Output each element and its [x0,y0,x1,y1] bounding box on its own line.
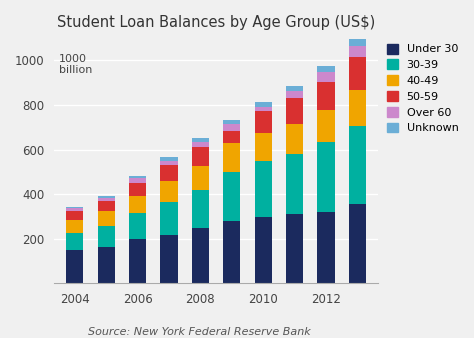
Bar [66,233,83,250]
Bar [286,214,303,283]
Bar [129,213,146,239]
Bar [318,66,335,72]
Bar [98,211,115,226]
Bar [192,166,209,190]
Bar [192,139,209,142]
Bar [223,124,240,131]
Bar [349,125,366,203]
Bar [98,247,115,283]
Bar [160,235,178,283]
Bar [318,110,335,142]
Bar [98,196,115,198]
Bar [129,196,146,213]
Bar [349,90,366,125]
Bar [66,220,83,233]
Bar [349,46,366,57]
Legend: Under 30, 30-39, 40-49, 50-59, Over 60, Unknown: Under 30, 30-39, 40-49, 50-59, Over 60, … [387,44,458,133]
Bar [98,226,115,247]
Bar [255,112,272,133]
Bar [66,209,83,211]
Bar [98,201,115,211]
Bar [160,202,178,235]
Bar [66,250,83,283]
Bar [255,217,272,283]
Bar [286,98,303,123]
Bar [129,176,146,178]
Bar [223,172,240,221]
Bar [160,158,178,161]
Bar [318,212,335,283]
Bar [223,221,240,283]
Bar [192,142,209,147]
Bar [255,106,272,112]
Title: Student Loan Balances by Age Group (US$): Student Loan Balances by Age Group (US$) [57,15,375,30]
Bar [255,102,272,106]
Bar [160,180,178,202]
Bar [66,207,83,209]
Bar [223,131,240,143]
Bar [286,123,303,153]
Bar [318,142,335,212]
Text: 1000
billion: 1000 billion [59,54,92,75]
Bar [160,161,178,165]
Bar [129,239,146,283]
Bar [98,198,115,201]
Bar [192,147,209,166]
Bar [286,91,303,98]
Bar [349,57,366,90]
Bar [192,227,209,283]
Bar [223,143,240,172]
Bar [160,165,178,180]
Bar [349,203,366,283]
Bar [66,211,83,220]
Bar [192,190,209,227]
Bar [318,72,335,82]
Bar [255,133,272,161]
Bar [349,40,366,46]
Bar [129,178,146,183]
Bar [286,153,303,214]
Bar [286,86,303,91]
Bar [318,82,335,110]
Bar [223,120,240,124]
Text: Source: New York Federal Reserve Bank: Source: New York Federal Reserve Bank [88,327,310,337]
Bar [129,183,146,196]
Bar [255,161,272,217]
